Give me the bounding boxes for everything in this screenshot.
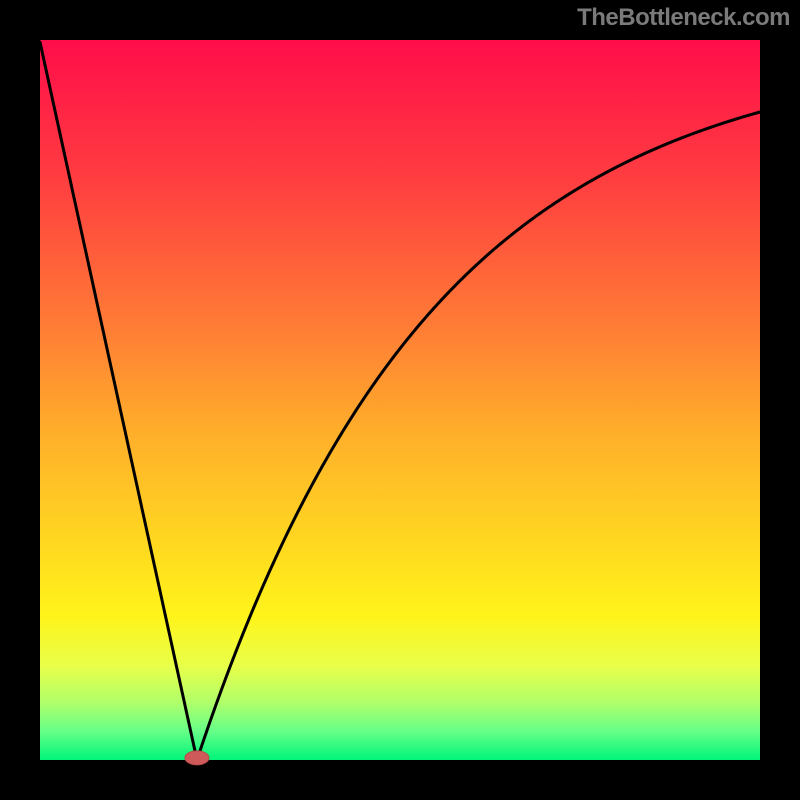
- bottleneck-chart: [0, 0, 800, 800]
- optimum-marker: [185, 751, 209, 765]
- chart-container: TheBottleneck.com: [0, 0, 800, 800]
- watermark-text: TheBottleneck.com: [577, 4, 790, 32]
- plot-background: [40, 40, 760, 760]
